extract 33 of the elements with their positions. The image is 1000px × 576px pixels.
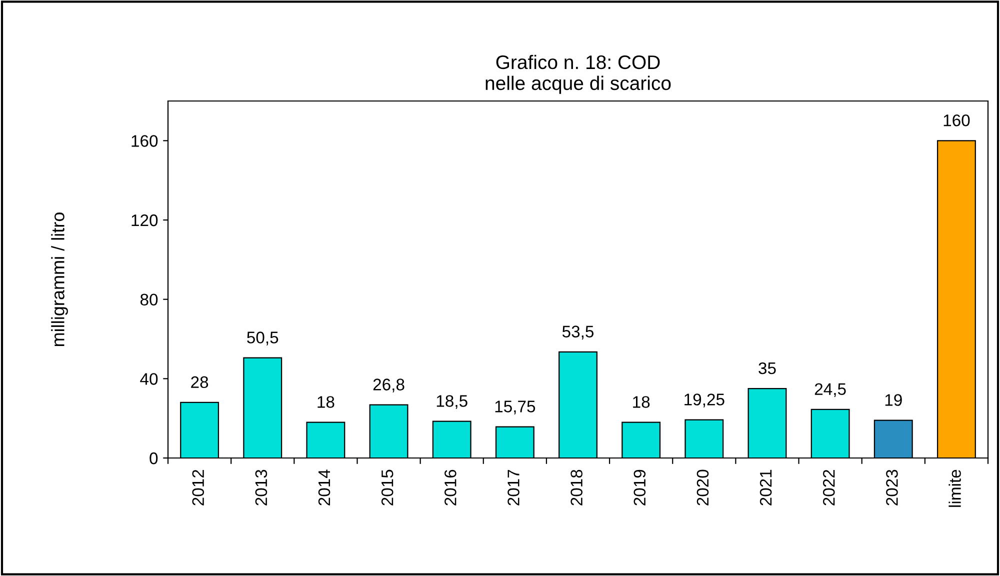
data-label: 26,8 bbox=[373, 378, 404, 392]
data-label: 50,5 bbox=[247, 332, 278, 346]
y-tick-label: 160 bbox=[132, 135, 158, 147]
data-label: 19,25 bbox=[684, 394, 724, 408]
x-tick-label: limite bbox=[948, 470, 961, 507]
y-tick-label: 40 bbox=[140, 373, 158, 385]
data-label: 35 bbox=[758, 362, 776, 374]
chart-title: Grafico n. 18: COD nelle acque di scarico bbox=[486, 54, 671, 94]
x-tick-label: 2019 bbox=[634, 470, 646, 506]
y-tick-label: 80 bbox=[140, 294, 158, 306]
x-tick-label: 2020 bbox=[696, 470, 709, 506]
data-label: 160 bbox=[944, 114, 970, 126]
x-tick-label: 2017 bbox=[508, 470, 520, 506]
data-label: 28 bbox=[191, 376, 208, 388]
data-label: 24,5 bbox=[814, 383, 846, 397]
data-label: 18 bbox=[633, 396, 650, 408]
data-label: 19 bbox=[885, 394, 902, 406]
data-label: 15,75 bbox=[495, 400, 536, 414]
data-label: 18,5 bbox=[436, 395, 468, 409]
x-tick-label: 2018 bbox=[570, 470, 582, 506]
x-tick-label: 2014 bbox=[318, 470, 330, 506]
y-axis-title: milligrammi / litro bbox=[51, 212, 68, 346]
x-tick-label: 2023 bbox=[886, 470, 898, 506]
x-tick-label: 2022 bbox=[822, 470, 835, 506]
x-tick-label: 2012 bbox=[192, 470, 204, 506]
y-tick-label: 0 bbox=[150, 452, 158, 464]
y-tick-label: 120 bbox=[132, 214, 158, 226]
x-tick-label: 2015 bbox=[381, 470, 394, 506]
x-tick-label: 2016 bbox=[444, 470, 456, 506]
x-tick-label: 2013 bbox=[255, 470, 268, 506]
data-label: 53,5 bbox=[562, 326, 594, 340]
data-label: 18 bbox=[318, 396, 334, 408]
x-tick-label: 2021 bbox=[760, 470, 772, 506]
